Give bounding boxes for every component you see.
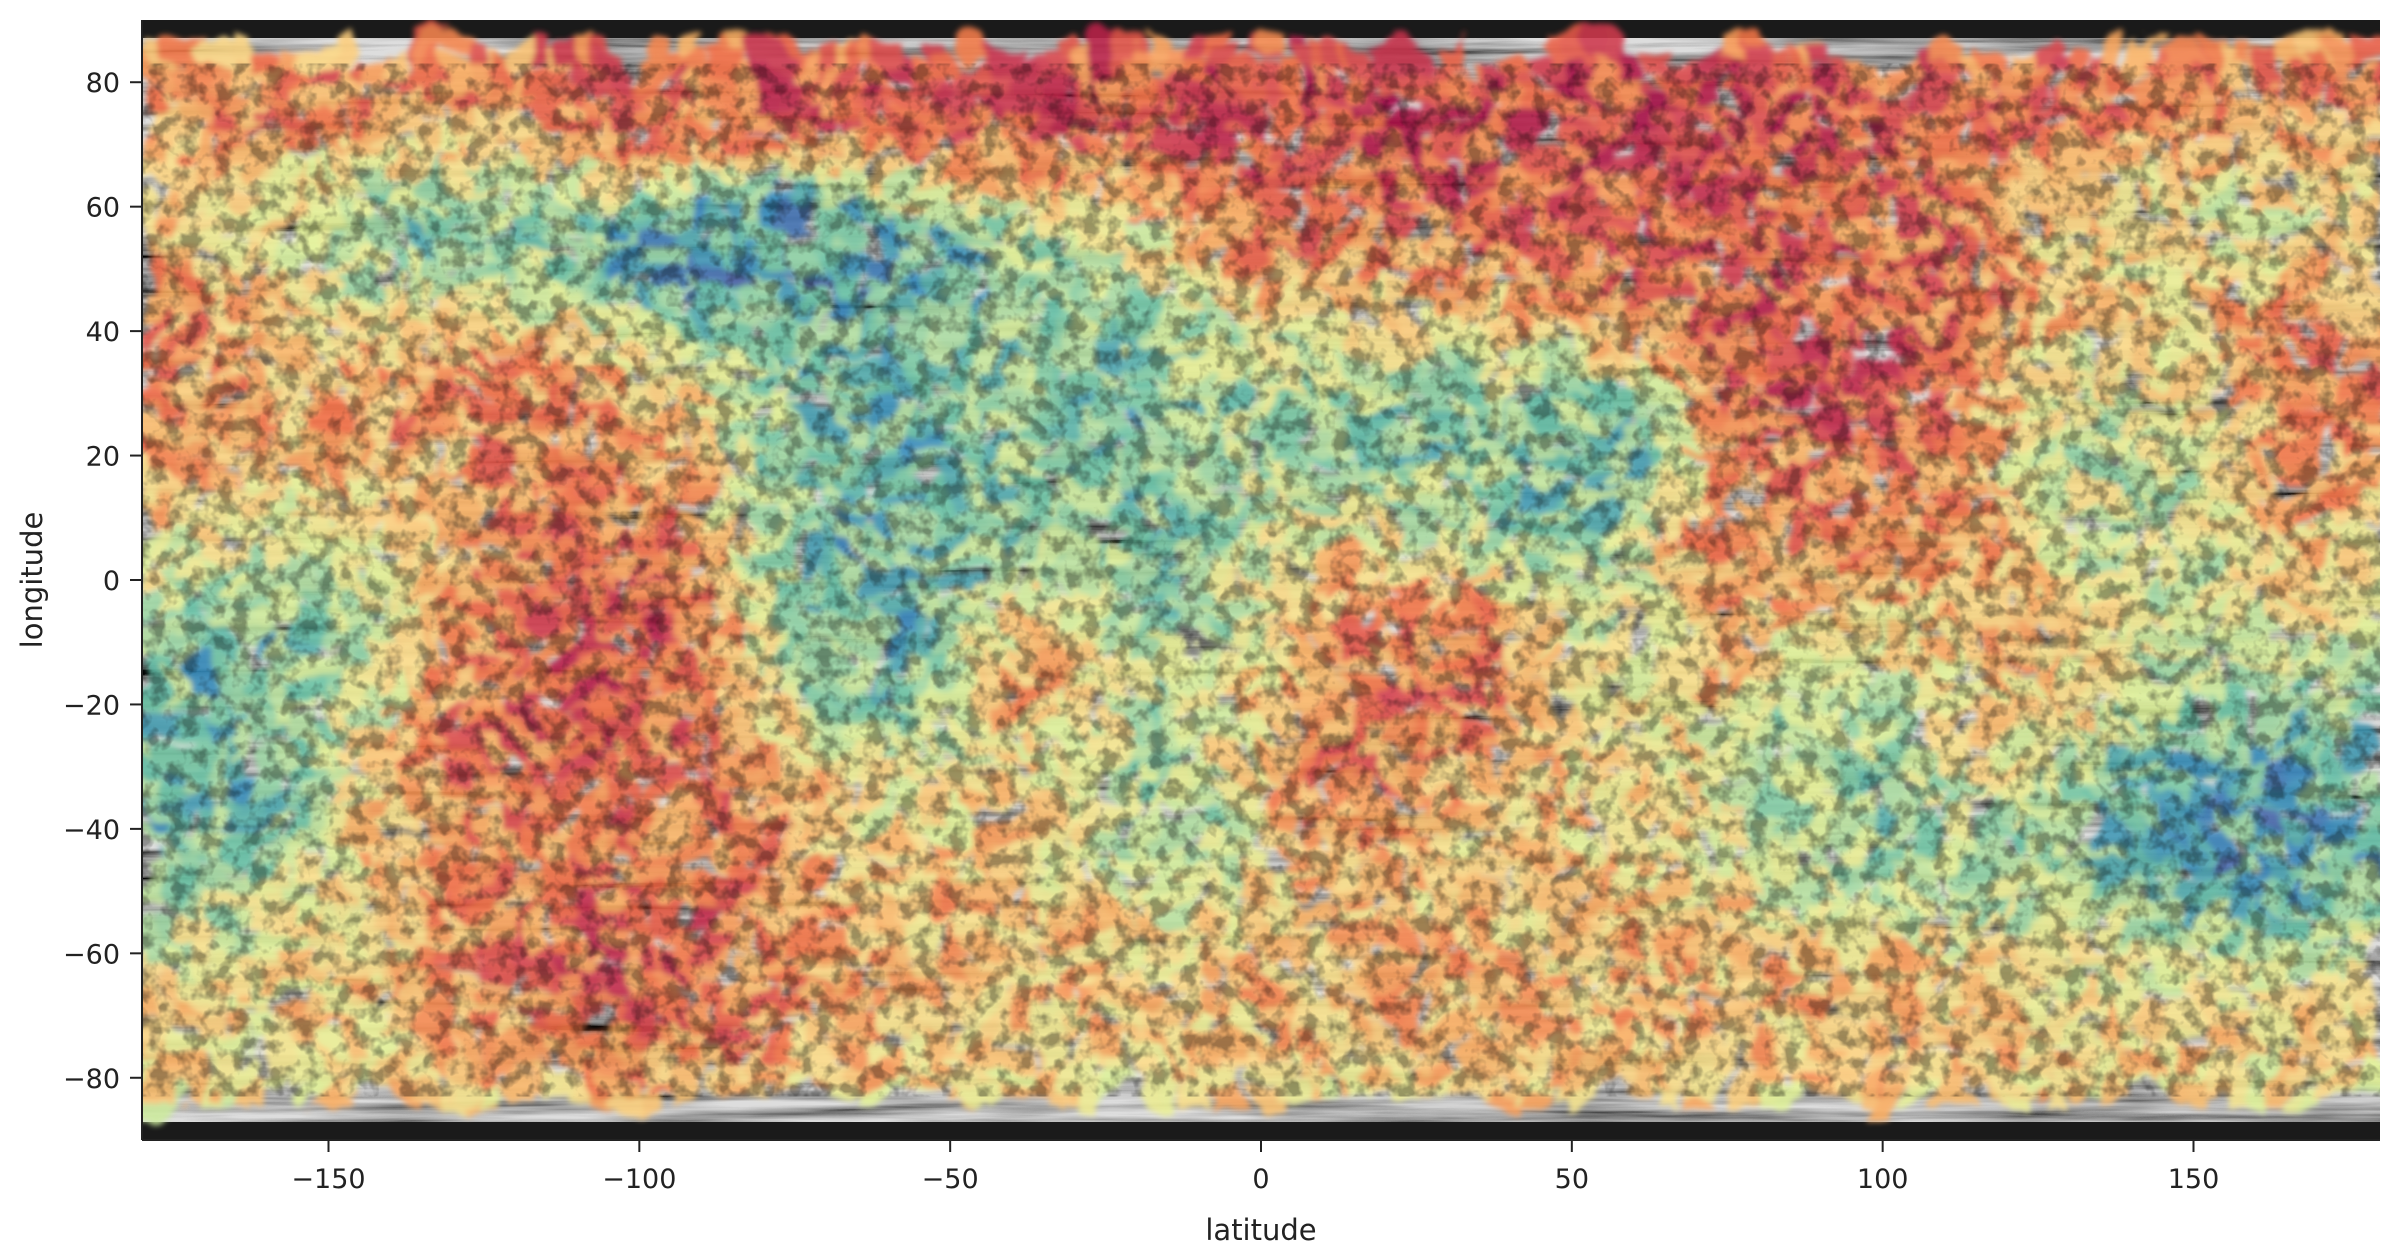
plot-area (142, 20, 2380, 1140)
